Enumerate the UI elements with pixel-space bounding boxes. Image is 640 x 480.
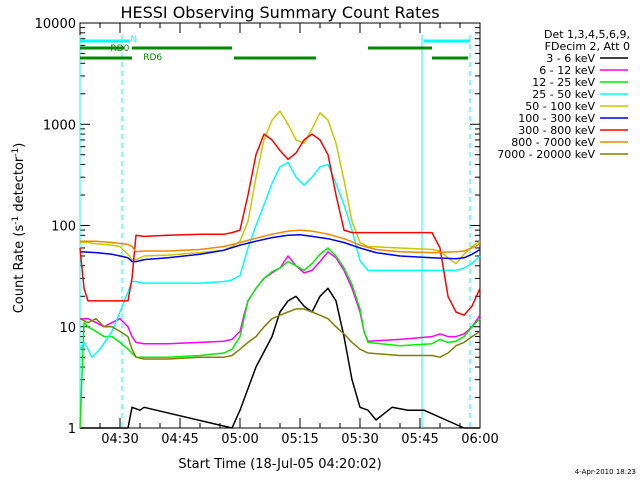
plot-frame <box>79 22 481 429</box>
annotation-label: N <box>130 35 137 45</box>
x-tick-label: 04:45 <box>161 432 198 447</box>
y-axis-label-part: Count Rate (s <box>12 225 27 314</box>
x-axis-label: Start Time (18-Jul-05 04:20:02) <box>178 457 381 472</box>
x-tick-label: 05:45 <box>401 432 438 447</box>
x-axis: 04:30 04:45 05:00 05:15 05:30 05:45 06:00 <box>79 23 499 447</box>
series-line <box>80 251 481 345</box>
footer-timestamp: 4-Apr-2010 18:23 <box>575 468 636 476</box>
series-line <box>80 229 481 254</box>
x-tick-label: 05:30 <box>341 432 378 447</box>
legend-label: 6 - 12 keV <box>539 64 595 77</box>
y-axis: 1 10 100 1000 10000 <box>35 17 480 437</box>
legend-label: 3 - 6 keV <box>546 52 595 65</box>
legend-label: 100 - 300 keV <box>518 112 595 125</box>
annotation-label: RD0 <box>110 44 129 54</box>
series-line <box>79 133 481 316</box>
y-tick-label: 10000 <box>35 17 76 32</box>
legend-header: FDecim 2, Att 0 <box>545 40 630 53</box>
y-tick-label: 10 <box>59 321 76 336</box>
series-line <box>79 234 481 263</box>
legend-header: Det 1,3,4,5,6,9, <box>544 28 630 41</box>
y-axis-label-part: ) <box>12 143 27 148</box>
y-axis-label: Count Rate (s-1 detector-1) <box>11 143 27 314</box>
legend-label: 25 - 50 keV <box>532 88 595 101</box>
y-tick-label: 100 <box>51 220 76 235</box>
y-tick-label: 1000 <box>43 118 76 133</box>
y-axis-label-sup: -1 <box>11 216 21 225</box>
legend-label: 800 - 7000 keV <box>511 136 595 149</box>
legend-label: 7000 - 20000 keV <box>497 148 595 161</box>
annotation-label: RD6 <box>143 53 162 63</box>
x-tick-label: 06:00 <box>461 432 498 447</box>
series-line <box>79 161 481 358</box>
series-line <box>80 287 480 429</box>
series-line <box>79 308 481 360</box>
legend-label: 300 - 800 keV <box>518 124 595 137</box>
series-line <box>79 247 481 429</box>
series-line <box>80 110 481 265</box>
legend: Det 1,3,4,5,6,9, FDecim 2, Att 0 3 - 6 k… <box>497 28 630 161</box>
y-tick-label: 1 <box>68 422 76 437</box>
x-tick-label: 05:15 <box>281 432 318 447</box>
x-tick-label: 05:00 <box>221 432 258 447</box>
y-axis-label-sup: -1 <box>11 148 21 157</box>
legend-label: 12 - 25 keV <box>532 76 595 89</box>
legend-label: 50 - 100 keV <box>525 100 595 113</box>
x-tick-label: 04:30 <box>101 432 138 447</box>
chart-title: HESSI Observing Summary Count Rates <box>120 3 439 22</box>
series-group <box>79 110 481 429</box>
y-axis-label-part: detector <box>12 156 27 216</box>
